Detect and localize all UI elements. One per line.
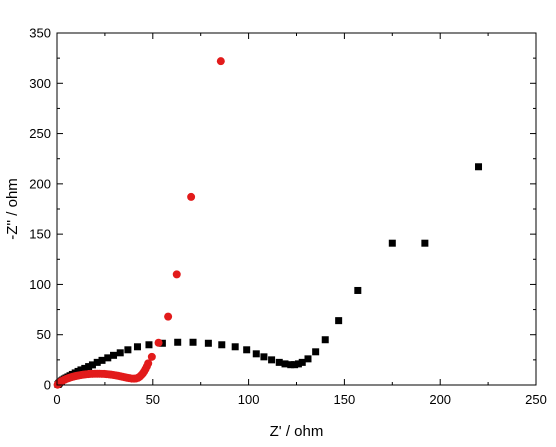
square-point: [354, 286, 362, 294]
square-point: [260, 353, 268, 361]
square-point: [388, 239, 396, 247]
square-point: [304, 355, 312, 363]
x-tick-label: 200: [429, 392, 451, 407]
plot-frame: [56, 32, 537, 386]
square-point: [77, 366, 85, 374]
y-axis-title: -Z'' / ohm: [4, 178, 21, 240]
square-point: [312, 348, 320, 356]
circle-point: [154, 338, 163, 347]
square-point: [204, 339, 212, 347]
square-point: [321, 336, 329, 344]
axis-ticks: 0 50 100 150 200 250 0 50 100 150 200 250 300 350: [29, 26, 547, 408]
square-point: [104, 354, 112, 362]
y-tick-label: 300: [29, 76, 51, 91]
circle-point: [216, 57, 225, 66]
square-point: [218, 341, 226, 349]
x-tick-label: 0: [53, 392, 60, 407]
y-tick-label: 100: [29, 277, 51, 292]
circle-point: [144, 359, 153, 368]
square-point: [98, 356, 106, 364]
x-tick-label: 50: [146, 392, 160, 407]
square-point: [189, 338, 197, 346]
data-marks: [53, 57, 483, 389]
y-tick-label: 250: [29, 126, 51, 141]
y-tick-label: 0: [44, 378, 51, 393]
square-point: [93, 358, 101, 366]
square-point: [116, 349, 124, 357]
y-tick-label: 200: [29, 176, 51, 191]
x-tick-label: 250: [525, 392, 547, 407]
square-point: [268, 356, 276, 364]
square-point: [335, 317, 343, 325]
x-tick-label: 100: [238, 392, 260, 407]
square-point: [145, 341, 153, 349]
square-point: [85, 363, 93, 371]
x-axis-title: Z' / ohm: [270, 423, 324, 440]
square-point: [124, 346, 132, 354]
square-point: [281, 360, 289, 368]
square-point: [294, 360, 302, 368]
square-point: [174, 338, 182, 346]
circle-point: [147, 352, 156, 361]
square-point: [133, 343, 141, 351]
square-point: [287, 361, 295, 369]
x-tick-label: 150: [334, 392, 356, 407]
square-point: [231, 343, 239, 351]
square-point: [81, 364, 89, 372]
y-tick-label: 350: [29, 26, 51, 41]
square-point: [252, 350, 260, 358]
circle-point: [164, 312, 173, 321]
square-point: [275, 358, 283, 366]
square-point: [88, 361, 96, 369]
square-point: [110, 351, 118, 359]
y-tick-label: 50: [37, 327, 51, 342]
square-point: [475, 163, 483, 171]
circle-point: [187, 192, 196, 201]
y-tick-label: 150: [29, 227, 51, 242]
square-point: [421, 239, 429, 247]
square-point: [243, 346, 251, 354]
square-point: [298, 358, 306, 366]
square-point: [291, 361, 299, 369]
circle-point: [172, 270, 181, 279]
